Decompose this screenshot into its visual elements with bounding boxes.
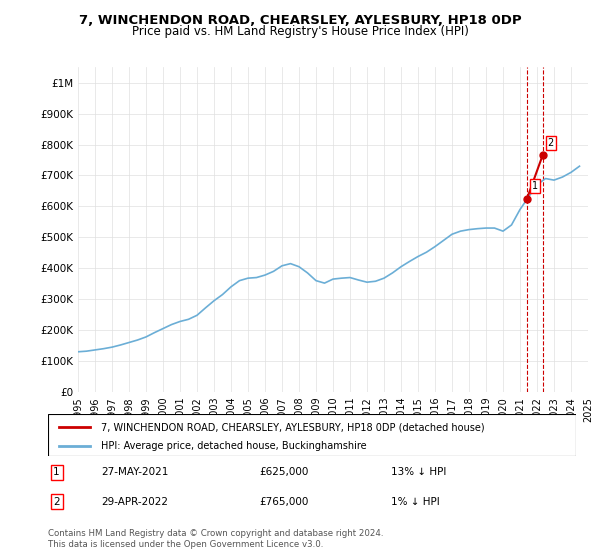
Text: 7, WINCHENDON ROAD, CHEARSLEY, AYLESBURY, HP18 0DP (detached house): 7, WINCHENDON ROAD, CHEARSLEY, AYLESBURY… [101,422,484,432]
Text: 1% ↓ HPI: 1% ↓ HPI [391,497,440,507]
Text: 1: 1 [53,467,60,477]
FancyBboxPatch shape [48,414,576,456]
Text: £625,000: £625,000 [259,467,308,477]
Text: Price paid vs. HM Land Registry's House Price Index (HPI): Price paid vs. HM Land Registry's House … [131,25,469,38]
Text: 2: 2 [53,497,60,507]
Text: HPI: Average price, detached house, Buckinghamshire: HPI: Average price, detached house, Buck… [101,441,367,451]
Text: Contains HM Land Registry data © Crown copyright and database right 2024.
This d: Contains HM Land Registry data © Crown c… [48,529,383,549]
Text: 1: 1 [532,181,538,192]
Text: 27-MAY-2021: 27-MAY-2021 [101,467,168,477]
Text: 29-APR-2022: 29-APR-2022 [101,497,168,507]
Text: 7, WINCHENDON ROAD, CHEARSLEY, AYLESBURY, HP18 0DP: 7, WINCHENDON ROAD, CHEARSLEY, AYLESBURY… [79,14,521,27]
Text: £765,000: £765,000 [259,497,308,507]
Text: 2: 2 [548,138,554,148]
Text: 13% ↓ HPI: 13% ↓ HPI [391,467,446,477]
